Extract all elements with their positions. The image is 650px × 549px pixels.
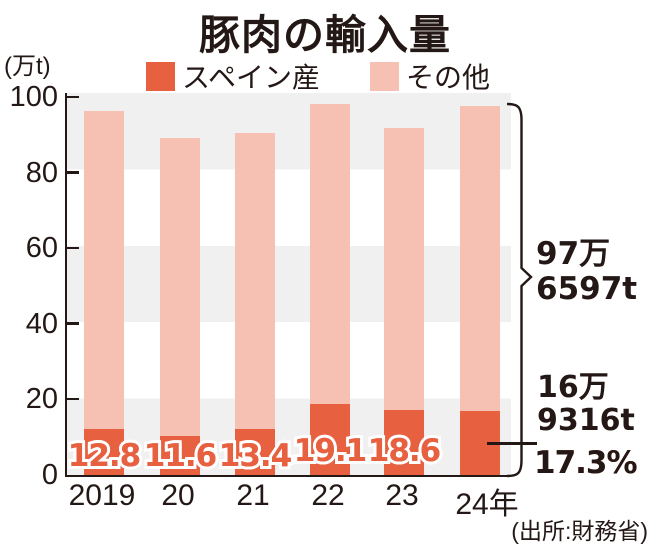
y-tick-60 [67, 246, 79, 250]
spain-share-label-22: 19.1 19.1 [275, 430, 385, 472]
legend-item-other: その他 [370, 56, 490, 96]
bar-spain-segment-23 [384, 410, 424, 475]
legend-swatch-other [370, 61, 400, 91]
x-tick-label-20: 20 [161, 479, 195, 512]
y-axis-unit-label: (万t) [4, 53, 51, 80]
legend: スペイン産 その他 [146, 56, 490, 96]
y-tick-label-0: 0 [41, 458, 58, 491]
legend-swatch-spain [146, 61, 175, 91]
source-credit: (出所:財務省) [511, 518, 648, 544]
x-tick-label-23: 23 [385, 479, 419, 512]
y-tick-label-40: 40 [25, 307, 58, 340]
total-2024-annotation: 97万 6597t [536, 237, 637, 307]
x-tick-label-22: 22 [311, 479, 345, 512]
x-tick-label-2019: 2019 [68, 479, 136, 512]
spain-share-label-halo: 11.6 [141, 435, 221, 477]
total-2024-bracket [506, 102, 533, 478]
x-tick-label-24年: 24年 [455, 488, 519, 521]
total-2024-line1: 97万 [536, 236, 611, 272]
spain-share-label-2019: 12.8 12.8 [49, 435, 159, 477]
bar-spain-segment-21 [235, 429, 275, 475]
y-tick-label-100: 100 [9, 81, 58, 113]
y-tick-20 [67, 397, 79, 401]
y-tick-label-80: 80 [25, 156, 58, 189]
chart-title: 豚肉の輸入量 [199, 12, 451, 58]
legend-label-spain: スペイン産 [182, 62, 321, 93]
spain-share-label-halo: 19.1 [291, 430, 371, 472]
legend-label-other: その他 [406, 62, 491, 93]
bar-spain-segment-2019 [84, 428, 124, 475]
bar-spain-segment-20 [160, 435, 200, 475]
bar-spain-segment-22 [310, 404, 350, 475]
y-tick-label-20: 20 [25, 383, 58, 415]
spain-share-label-text: 11.6 [143, 438, 217, 474]
spain-2024-line1: 16万 [537, 370, 609, 405]
y-tick-80 [67, 171, 79, 174]
x-tick-label-21: 21 [236, 479, 270, 512]
spain-share-label-text: 18.6 [367, 433, 441, 469]
bar-24年 [460, 106, 500, 475]
legend-item-spain: スペイン産 [146, 56, 320, 96]
spain-share-label-halo: 13.4 [216, 435, 296, 477]
spain-share-2024-label: 17.3% 17.3% [531, 442, 641, 484]
y-tick-40 [67, 322, 79, 325]
bar-20 [160, 137, 200, 475]
bar-22 [310, 103, 350, 475]
plot-area: 12.8 12.8 11.6 11.6 13.4 13.4 19.1 19.1 18.6 18.6 [65, 93, 511, 477]
bar-23 [384, 127, 424, 475]
spain-share-label-21: 13.4 13.4 [200, 435, 310, 477]
spain-2024-callout-line [487, 442, 537, 445]
spain-share-label-halo: 18.6 [365, 430, 445, 472]
spain-2024-line2: 9316t [537, 403, 635, 438]
spain-share-label-text: 12.8 [67, 438, 141, 474]
spain-2024-annotation: 16万 9316t [537, 371, 635, 437]
bar-21 [235, 133, 275, 475]
y-tick-100 [67, 95, 79, 99]
spain-share-label-20: 11.6 11.6 [125, 435, 235, 477]
spain-share-label-text: 19.1 [293, 433, 367, 469]
bar-2019 [84, 111, 124, 475]
y-tick-label-60: 60 [25, 232, 58, 264]
spain-share-label-text: 13.4 [218, 438, 292, 474]
spain-share-label-23: 18.6 18.6 [349, 430, 459, 472]
total-2024-line2: 6597t [536, 271, 638, 307]
spain-share-label-halo: 12.8 [65, 435, 145, 477]
